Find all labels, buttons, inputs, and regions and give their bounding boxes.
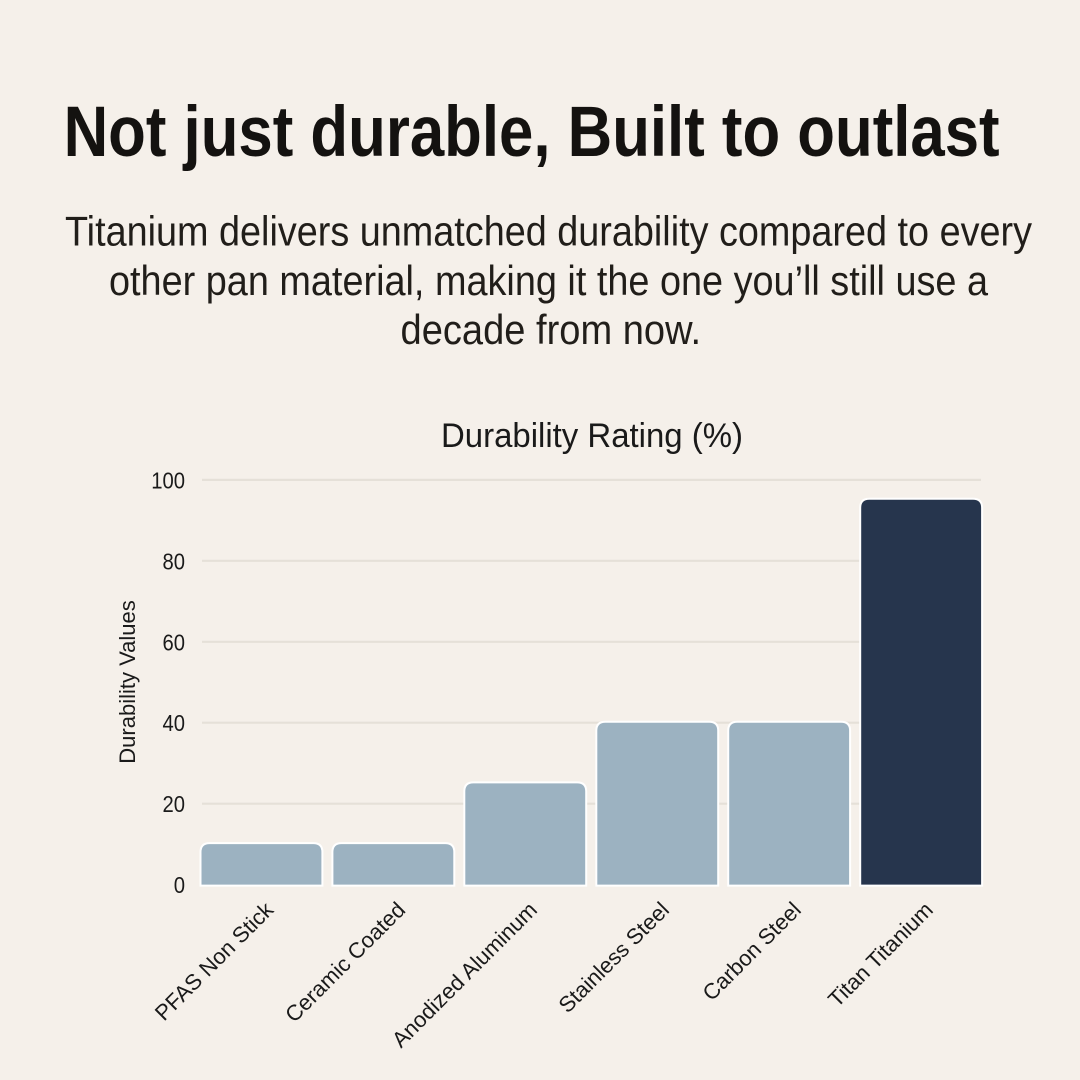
svg-text:Durability Values: Durability Values [115,600,140,763]
svg-text:Not just durable, Built to out: Not just durable, Built to outlast [64,93,1000,172]
svg-text:60: 60 [163,629,186,655]
svg-text:40: 40 [163,710,186,736]
svg-text:decade from now.: decade from now. [401,306,702,353]
svg-text:80: 80 [163,548,186,574]
svg-text:100: 100 [151,467,185,493]
svg-text:other pan material, making it: other pan material, making it the one yo… [109,257,989,304]
svg-text:Durability Rating (%): Durability Rating (%) [441,417,743,455]
svg-text:0: 0 [174,872,185,898]
svg-text:Titanium delivers unmatched du: Titanium delivers unmatched durability c… [65,208,1032,255]
svg-text:20: 20 [163,791,186,817]
